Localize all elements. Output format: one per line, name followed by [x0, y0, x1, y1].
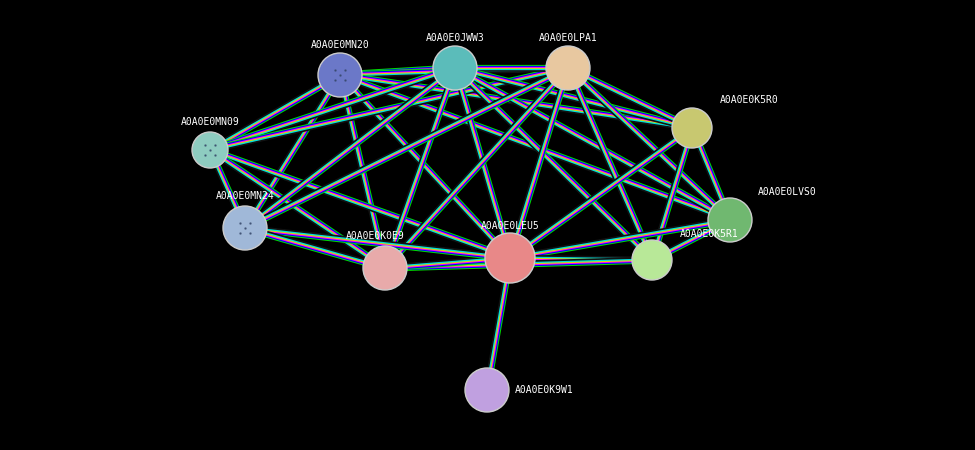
Circle shape — [465, 368, 509, 412]
Circle shape — [708, 198, 752, 242]
Circle shape — [318, 53, 362, 97]
Circle shape — [192, 132, 228, 168]
Circle shape — [485, 233, 535, 283]
Text: A0A0E0K5R0: A0A0E0K5R0 — [720, 95, 779, 105]
Text: A0A0E0LEU5: A0A0E0LEU5 — [481, 221, 539, 231]
Text: A0A0E0MN24: A0A0E0MN24 — [215, 191, 274, 201]
Text: A0A0E0K0E9: A0A0E0K0E9 — [345, 231, 405, 241]
Text: A0A0E0K5R1: A0A0E0K5R1 — [680, 229, 739, 239]
Text: A0A0E0LVS0: A0A0E0LVS0 — [758, 187, 817, 197]
Circle shape — [632, 240, 672, 280]
Text: A0A0E0MN20: A0A0E0MN20 — [311, 40, 370, 50]
Text: A0A0E0K9W1: A0A0E0K9W1 — [515, 385, 573, 395]
Text: A0A0E0LPA1: A0A0E0LPA1 — [538, 33, 598, 43]
Text: A0A0E0JWW3: A0A0E0JWW3 — [426, 33, 485, 43]
Circle shape — [433, 46, 477, 90]
Text: A0A0E0MN09: A0A0E0MN09 — [180, 117, 240, 127]
Circle shape — [363, 246, 407, 290]
Circle shape — [546, 46, 590, 90]
Circle shape — [223, 206, 267, 250]
Circle shape — [672, 108, 712, 148]
